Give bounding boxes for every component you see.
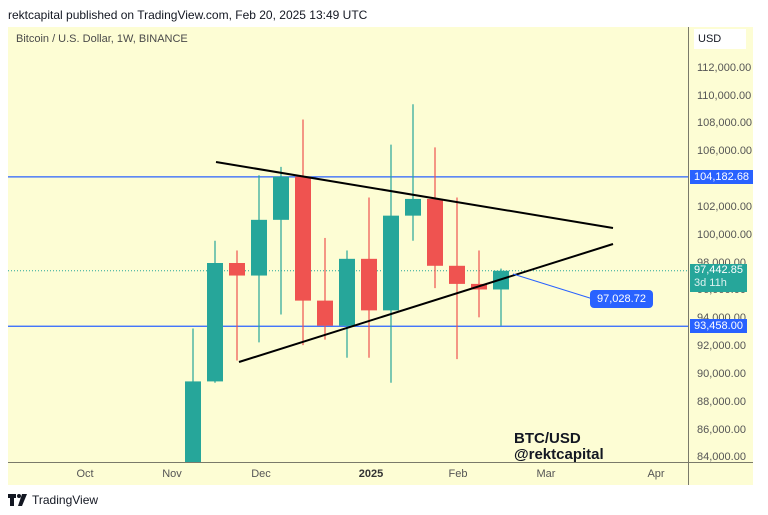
resistance-price-label: 104,182.68 <box>690 170 754 184</box>
y-tick: 86,000.00 <box>697 424 746 436</box>
y-tick: 108,000.00 <box>697 117 753 129</box>
current-price-label: 97,442.85 3d 11h <box>690 264 747 292</box>
axis-corner <box>688 462 753 485</box>
candles-svg <box>8 104 688 462</box>
price-callout: 97,028.72 <box>590 290 653 308</box>
y-tick: 88,000.00 <box>697 396 746 408</box>
chart-pane[interactable]: Bitcoin / U.S. Dollar, 1W, BINANCE BTC/U… <box>8 27 688 463</box>
symbol-title: Bitcoin / U.S. Dollar, 1W, BINANCE <box>16 33 188 45</box>
currency-label[interactable]: USD <box>694 29 746 49</box>
x-tick: Dec <box>251 468 271 480</box>
y-tick: 90,000.00 <box>697 368 746 380</box>
x-tick: Mar <box>536 468 556 480</box>
y-tick: 100,000.00 <box>697 229 753 241</box>
time-axis[interactable]: Oct Nov Dec 2025 Feb Mar Apr <box>8 462 688 485</box>
y-tick: 106,000.00 <box>697 145 753 157</box>
x-tick: Oct <box>76 468 94 480</box>
watermark-author: @rektcapital <box>514 446 604 463</box>
current-price: 97,442.85 <box>694 264 743 276</box>
support-price-label: 93,458.00 <box>690 319 747 333</box>
tradingview-logo[interactable]: TradingView <box>8 493 98 507</box>
y-tick: 102,000.00 <box>697 201 753 213</box>
x-tick: 2025 <box>358 468 384 480</box>
publish-info: rektcapital published on TradingView.com… <box>8 8 368 22</box>
tradingview-brand: TradingView <box>32 493 99 507</box>
tradingview-logo-icon <box>8 494 27 506</box>
y-tick: 110,000.00 <box>697 90 752 102</box>
y-tick: 84,000.00 <box>697 451 746 463</box>
price-axis[interactable]: USD 112,000.00 110,000.00 108,000.00 106… <box>688 27 754 463</box>
x-tick: Nov <box>162 468 182 480</box>
watermark: BTC/USD @rektcapital <box>514 431 604 463</box>
y-tick: 112,000.00 <box>697 62 752 74</box>
watermark-pair: BTC/USD <box>514 430 581 447</box>
x-tick: Feb <box>448 468 468 480</box>
y-tick: 92,000.00 <box>697 340 746 352</box>
x-tick: Apr <box>647 468 665 480</box>
bar-countdown: 3d 11h <box>694 277 727 289</box>
